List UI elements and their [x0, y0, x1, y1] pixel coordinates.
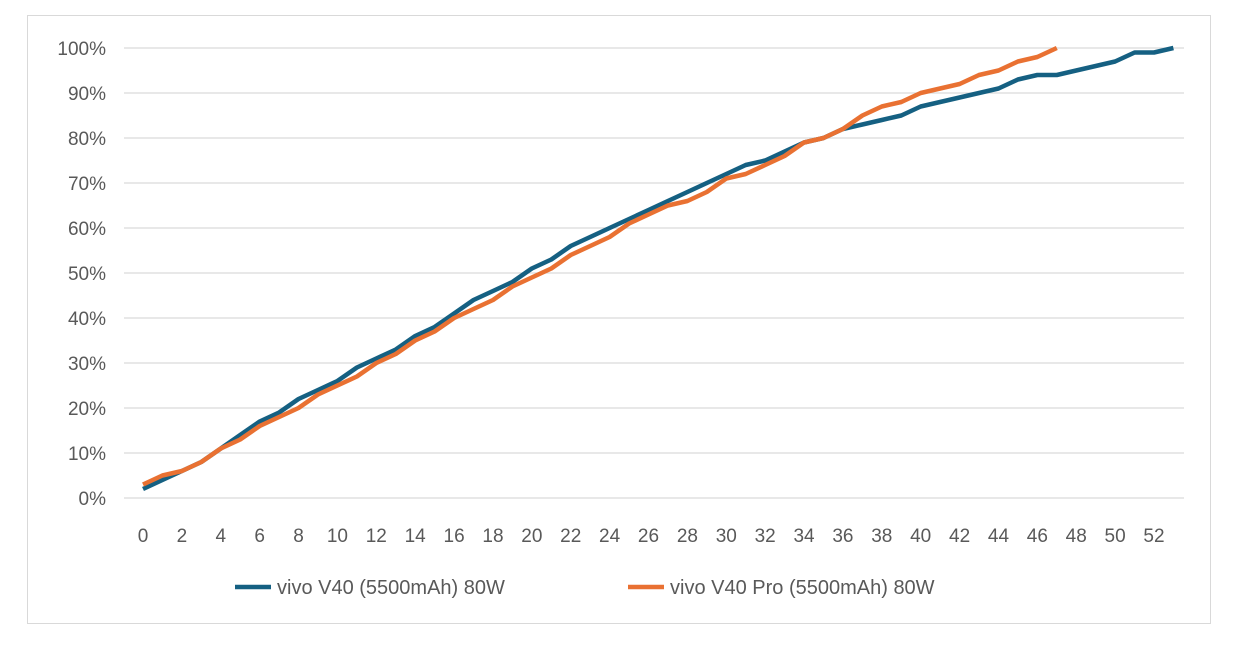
- y-tick-label: 50%: [68, 264, 106, 285]
- y-tick-label: 10%: [68, 444, 106, 465]
- x-tick-label: 44: [988, 526, 1010, 547]
- x-tick-label: 8: [293, 526, 304, 547]
- y-tick-label: 20%: [68, 399, 106, 420]
- y-tick-label: 30%: [68, 354, 106, 375]
- x-tick-label: 24: [599, 526, 621, 547]
- chart-frame: [27, 15, 1211, 624]
- series-line-0: [142, 45, 1174, 492]
- x-tick-label: 20: [521, 526, 542, 547]
- y-tick-label: 0%: [79, 489, 107, 510]
- x-tick-label: 16: [444, 526, 465, 547]
- x-tick-label: 4: [215, 526, 226, 547]
- y-tick-label: 70%: [68, 174, 106, 195]
- y-tick-label: 100%: [57, 39, 106, 60]
- y-tick-label: 40%: [68, 309, 106, 330]
- x-tick-label: 2: [177, 526, 188, 547]
- x-tick-label: 0: [138, 526, 149, 547]
- x-tick-label: 52: [1143, 526, 1164, 547]
- x-tick-label: 36: [832, 526, 853, 547]
- x-tick-label: 48: [1066, 526, 1087, 547]
- legend-label-0: vivo V40 (5500mAh) 80W: [277, 577, 505, 599]
- x-tick-label: 38: [871, 526, 892, 547]
- y-tick-label: 80%: [68, 129, 106, 150]
- x-tick-label: 40: [910, 526, 931, 547]
- y-tick-label: 60%: [68, 219, 106, 240]
- x-tick-label: 42: [949, 526, 970, 547]
- x-tick-label: 30: [716, 526, 737, 547]
- x-tick-label: 32: [755, 526, 776, 547]
- x-tick-label: 22: [560, 526, 581, 547]
- series-line-1: [142, 45, 1058, 487]
- y-tick-label: 90%: [68, 84, 106, 105]
- x-tick-label: 28: [677, 526, 698, 547]
- legend-label-1: vivo V40 Pro (5500mAh) 80W: [670, 577, 935, 599]
- x-tick-label: 46: [1027, 526, 1048, 547]
- x-tick-label: 50: [1105, 526, 1126, 547]
- x-tick-label: 14: [405, 526, 427, 547]
- x-tick-label: 26: [638, 526, 659, 547]
- x-tick-label: 12: [366, 526, 387, 547]
- x-tick-label: 10: [327, 526, 348, 547]
- x-tick-label: 18: [482, 526, 503, 547]
- x-tick-label: 34: [793, 526, 815, 547]
- x-tick-label: 6: [254, 526, 265, 547]
